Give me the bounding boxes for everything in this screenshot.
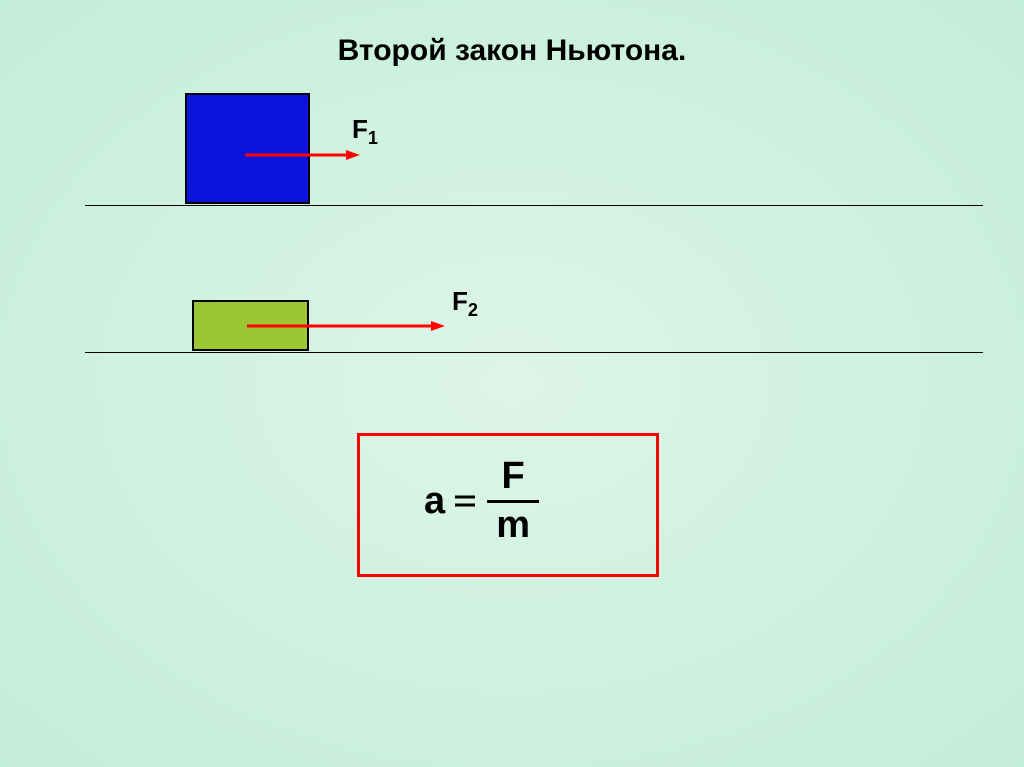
force-label-1-sub: 1 (368, 128, 378, 148)
force-label-1: F1 (352, 114, 378, 149)
formula-denominator: m (496, 505, 530, 547)
fraction-bar (487, 500, 539, 503)
formula-fraction: F m (487, 456, 539, 547)
force-arrow-2 (233, 316, 459, 336)
diagram-canvas: Второй закон Ньютона. F1 F2 a F m (0, 0, 1024, 767)
force-label-2: F2 (452, 286, 478, 321)
page-title: Второй закон Ньютона. (0, 34, 1024, 68)
ground-line-2 (85, 352, 983, 353)
force-label-2-sub: 2 (468, 300, 478, 320)
formula-numerator: F (502, 456, 525, 498)
force-label-2-base: F (452, 286, 468, 316)
force-label-1-base: F (352, 114, 368, 144)
title-text: Второй закон Ньютона. (338, 34, 687, 67)
formula-lhs: a (424, 480, 445, 523)
formula: a F m (424, 456, 539, 547)
ground-line-1 (85, 205, 983, 206)
